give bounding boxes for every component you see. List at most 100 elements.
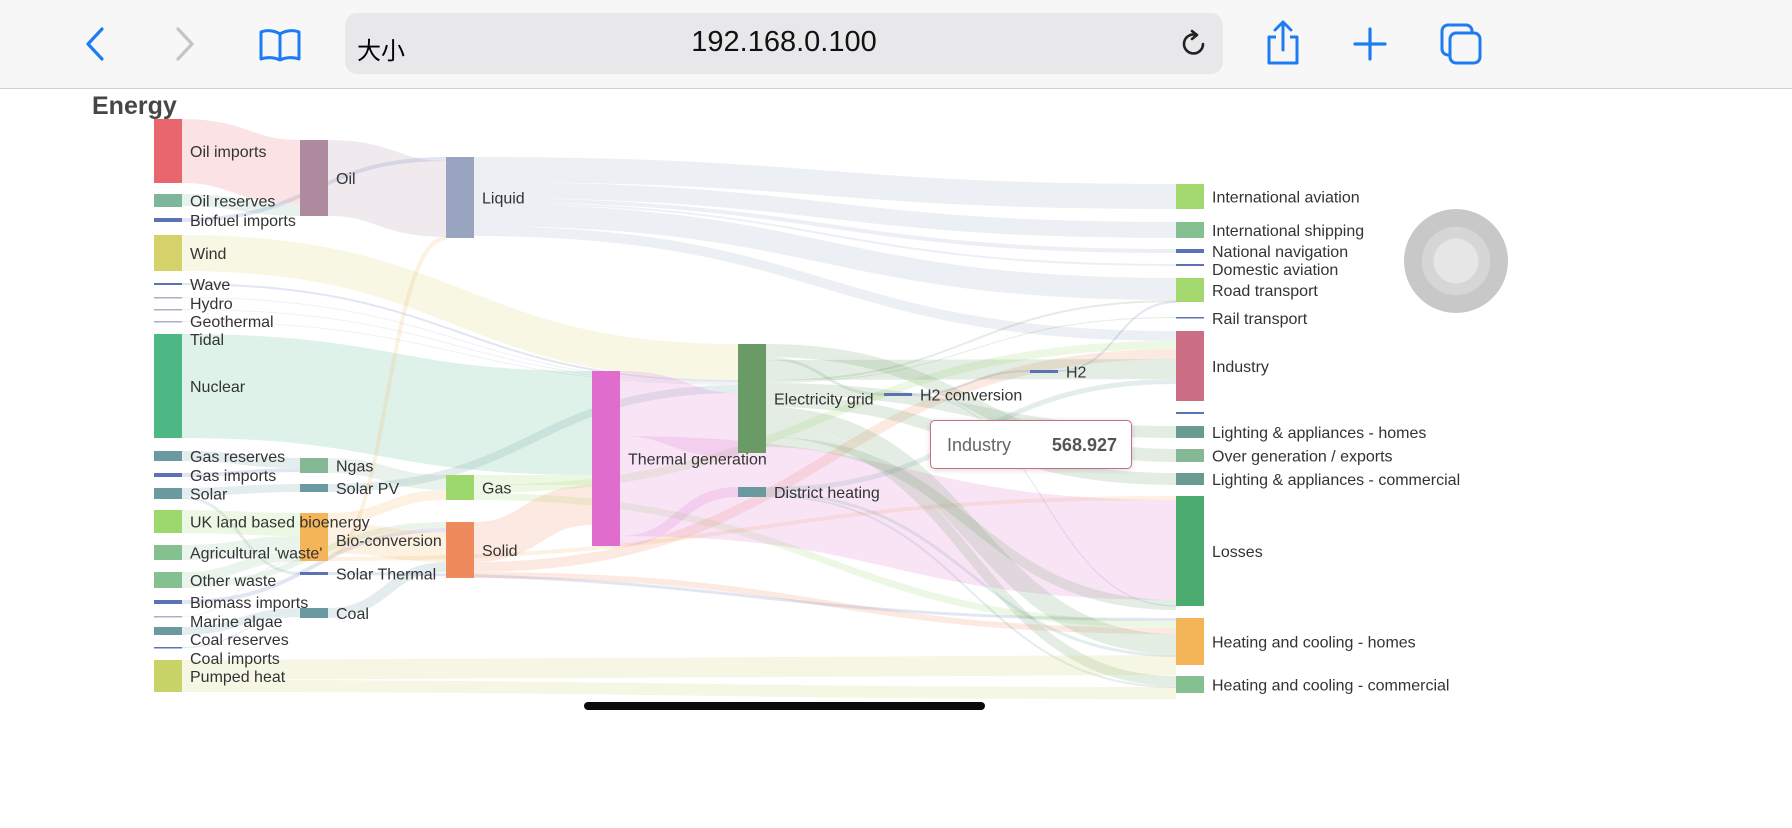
link-coal-reserves-to-coal[interactable]: [181, 608, 301, 635]
link-solar-thermal-to-heating-and-cooling-homes[interactable]: [327, 572, 1177, 621]
node-geothermal[interactable]: [154, 309, 182, 311]
node-pumped-heat[interactable]: [154, 660, 182, 692]
new-tab-icon[interactable]: [1352, 26, 1388, 62]
node-heating-and-cooling-homes[interactable]: [1176, 618, 1204, 665]
node-liquid[interactable]: [446, 157, 474, 238]
link-solar-to-solar-thermal[interactable]: [181, 496, 301, 575]
link-wind-to-electricity-grid[interactable]: [181, 235, 739, 380]
back-icon[interactable]: [80, 26, 110, 62]
node-road-transport[interactable]: [1176, 278, 1204, 302]
link-h2-to-road-transport[interactable]: [1057, 301, 1177, 372]
node-h2-conversion[interactable]: [884, 393, 912, 396]
link-thermal-generation-to-electricity-grid[interactable]: [619, 371, 739, 458]
link-electricity-grid-to-losses[interactable]: [765, 437, 1177, 610]
node-agricultural-waste[interactable]: [154, 545, 182, 560]
link-liquid-to-industry[interactable]: [473, 226, 1177, 341]
node-hydro[interactable]: [154, 297, 182, 299]
share-icon[interactable]: [1264, 20, 1302, 66]
link-pumped-heat-to-heating-and-cooling-commercial[interactable]: [181, 680, 1177, 699]
link-thermal-generation-to-losses[interactable]: [619, 436, 1177, 600]
address-bar[interactable]: 大小 192.168.0.100: [345, 13, 1223, 74]
node-rail-transport[interactable]: [1176, 317, 1204, 319]
node-oil[interactable]: [300, 140, 328, 216]
node-oil-reserves[interactable]: [154, 194, 182, 207]
node-other-waste[interactable]: [154, 572, 182, 588]
node-tidal[interactable]: [154, 321, 182, 323]
link-oil-imports-to-oil[interactable]: [181, 119, 301, 204]
link-bio-conversion-to-gas[interactable]: [327, 490, 447, 523]
link-electricity-grid-to-industry[interactable]: [765, 359, 1177, 380]
node-h2[interactable]: [1030, 370, 1058, 373]
node-solar[interactable]: [154, 488, 182, 499]
link-solid-to-thermal-generation[interactable]: [473, 485, 593, 562]
node-marine-algae[interactable]: [154, 616, 182, 618]
link-agricultural-waste-to-bio-conversion[interactable]: [181, 536, 301, 560]
node-over-generation-exports[interactable]: [1176, 449, 1204, 462]
forward-icon[interactable]: [170, 26, 200, 62]
link-gas-imports-to-ngas[interactable]: [181, 468, 301, 477]
node-international-aviation[interactable]: [1176, 184, 1204, 209]
link-coal-imports-to-coal[interactable]: [181, 616, 301, 648]
link-liquid-to-international-aviation[interactable]: [473, 157, 1177, 209]
link-bio-conversion-to-solid[interactable]: [327, 523, 447, 562]
link-thermal-generation-to-district-heating[interactable]: [619, 487, 739, 546]
link-nuclear-to-thermal-generation[interactable]: [181, 334, 593, 475]
node-coal-reserves[interactable]: [154, 627, 182, 635]
link-h2-conversion-to-losses[interactable]: [911, 395, 1177, 607]
link-biomass-imports-to-solid[interactable]: [181, 528, 447, 604]
node-solid[interactable]: [446, 522, 474, 578]
link-oil-to-liquid[interactable]: [327, 140, 447, 237]
url-text[interactable]: 192.168.0.100: [691, 26, 877, 58]
node-gas[interactable]: [446, 475, 474, 500]
link-pumped-heat-to-heating-and-cooling-homes[interactable]: [181, 655, 1177, 680]
link-electricity-grid-to-h2-conversion[interactable]: [765, 357, 885, 396]
link-bio-conversion-to-liquid[interactable]: [327, 236, 447, 557]
link-bio-conversion-to-losses[interactable]: [327, 496, 1177, 561]
link-solar-pv-to-electricity-grid[interactable]: [327, 385, 739, 492]
node-district-heating[interactable]: [738, 487, 766, 497]
node-oil-imports[interactable]: [154, 119, 182, 183]
node-wind[interactable]: [154, 235, 182, 271]
link-liquid-to-domestic-aviation[interactable]: [473, 202, 1177, 266]
node-unlabeled[interactable]: [1176, 412, 1204, 414]
node-international-shipping[interactable]: [1176, 222, 1204, 238]
link-ngas-to-gas[interactable]: [327, 458, 447, 490]
bookmarks-icon[interactable]: [258, 28, 302, 62]
link-gas-reserves-to-ngas[interactable]: [181, 451, 301, 468]
link-solar-to-solar-pv[interactable]: [181, 484, 301, 496]
node-biofuel-imports[interactable]: [154, 218, 182, 222]
link-electricity-grid-to-rail-transport[interactable]: [765, 317, 1177, 383]
node-solar-pv[interactable]: [300, 484, 328, 492]
node-industry[interactable]: [1176, 331, 1204, 401]
node-losses[interactable]: [1176, 496, 1204, 606]
node-biomass-imports[interactable]: [154, 600, 182, 604]
link-liquid-to-road-transport[interactable]: [473, 204, 1177, 300]
link-liquid-to-international-shipping[interactable]: [473, 182, 1177, 238]
link-oil-reserves-to-oil[interactable]: [181, 194, 301, 216]
link-electricity-grid-to-road-transport[interactable]: [765, 300, 1177, 382]
node-solar-thermal[interactable]: [300, 572, 328, 575]
link-district-heating-to-heating-and-cooling-commercial[interactable]: [765, 495, 1177, 688]
link-liquid-to-national-navigation[interactable]: [473, 198, 1177, 253]
link-district-heating-to-heating-and-cooling-homes[interactable]: [765, 492, 1177, 657]
node-bio-conversion[interactable]: [300, 513, 328, 561]
link-hydro-to-electricity-grid[interactable]: [181, 297, 739, 383]
link-uk-land-based-bioenergy-to-bio-conversion[interactable]: [181, 510, 301, 536]
node-heating-and-cooling-commercial[interactable]: [1176, 676, 1204, 693]
link-other-waste-to-bio-conversion[interactable]: [181, 551, 301, 582]
node-gas-reserves[interactable]: [154, 451, 182, 461]
assistive-touch-button[interactable]: [1404, 209, 1508, 313]
link-electricity-grid-to-heating-and-cooling-homes[interactable]: [765, 407, 1177, 654]
link-h2-conversion-to-h2[interactable]: [911, 370, 1031, 395]
link-wave-to-electricity-grid[interactable]: [181, 283, 739, 382]
node-electricity-grid[interactable]: [738, 344, 766, 453]
reload-icon[interactable]: [1179, 29, 1209, 59]
tabs-icon[interactable]: [1438, 22, 1484, 66]
node-gas-imports[interactable]: [154, 473, 182, 477]
link-solid-to-heating-and-cooling-homes[interactable]: [473, 572, 1177, 634]
link-electricity-grid-to-heating-and-cooling-commercial[interactable]: [765, 427, 1177, 686]
node-nuclear[interactable]: [154, 334, 182, 438]
link-coal-to-solid[interactable]: [327, 562, 447, 618]
link-marine-algae-to-bio-conversion[interactable]: [181, 560, 301, 617]
link-tidal-to-electricity-grid[interactable]: [181, 321, 739, 385]
